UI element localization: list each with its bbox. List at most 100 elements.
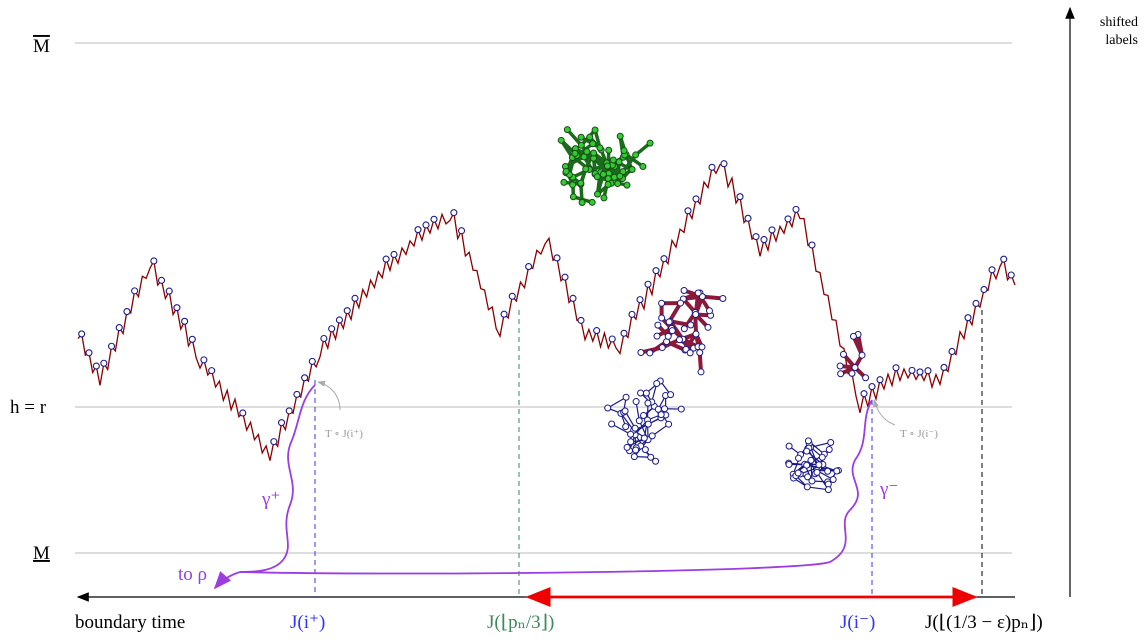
walk-vertex	[509, 293, 515, 299]
walk-vertex	[609, 336, 615, 342]
walk-vertex	[594, 328, 600, 334]
tree-vertex	[623, 424, 629, 430]
tree-vertex	[805, 438, 811, 444]
tree-vertex	[859, 352, 865, 358]
tree-vertex	[631, 454, 637, 460]
tree-vertex	[601, 195, 607, 201]
tree-vertex	[786, 461, 792, 467]
tree-vertex	[668, 392, 674, 398]
walk-vertex	[352, 295, 358, 301]
tree-vertex	[636, 418, 642, 424]
tree-vertex	[863, 375, 869, 381]
tree-vertex	[693, 311, 699, 317]
walk-vertex	[693, 196, 699, 202]
tree-vertex	[659, 300, 665, 306]
walk-vertex	[562, 274, 568, 280]
tree-vertex	[804, 448, 810, 454]
tree-vertex	[830, 477, 836, 483]
tree-vertex	[816, 462, 822, 468]
tree-vertex	[688, 322, 694, 328]
walk-vertex	[629, 311, 635, 317]
tree-vertex	[662, 406, 668, 412]
tree-vertex	[699, 344, 705, 350]
tree-vertex	[558, 137, 564, 143]
tree-vertex	[697, 350, 703, 356]
gamma-label: γ⁻	[879, 479, 898, 500]
walk-vertex	[109, 343, 115, 349]
walk-vertex	[423, 222, 429, 228]
shifted-label: labels	[1105, 33, 1138, 48]
tree-vertex	[653, 458, 659, 464]
walk-vertex	[431, 216, 437, 222]
tree-vertex	[622, 408, 628, 414]
walk-vertex	[189, 336, 195, 342]
tree-vertex	[678, 300, 684, 306]
tree-vertex	[850, 333, 856, 339]
walk-vertex	[166, 288, 172, 294]
gamma-curves	[215, 385, 872, 588]
boundary-time-label: boundary time	[75, 612, 185, 633]
walk-vertex	[637, 297, 643, 303]
tree-vertex	[584, 149, 590, 155]
walk-vertex	[93, 363, 99, 369]
tree-vertex	[852, 365, 858, 371]
walk-vertex	[578, 317, 584, 323]
tree-vertex	[583, 166, 589, 172]
tree-vertex	[578, 134, 584, 140]
tree-vertex	[654, 333, 660, 339]
tree-vertex	[633, 152, 639, 158]
tree-vertex	[605, 405, 611, 411]
tree-vertex	[804, 484, 810, 490]
walk-vertex	[721, 161, 727, 167]
walk-vertex	[501, 311, 507, 317]
tree-vertex	[633, 447, 639, 453]
walk-vertex	[753, 234, 759, 240]
j-label: J(i⁻)	[840, 612, 875, 633]
t-label: T ∘ J(i⁺)	[325, 428, 363, 440]
walk-vertex	[869, 384, 875, 390]
h-label: h = r	[10, 397, 47, 418]
walk-vertex	[240, 410, 246, 416]
tree-vertex	[610, 157, 616, 163]
tree-vertex	[589, 199, 595, 205]
tree-vertex	[786, 443, 792, 449]
walk-vertex	[861, 391, 867, 397]
tree-vertex	[606, 147, 612, 153]
walk-vertex	[965, 315, 971, 321]
tree-vertex	[594, 191, 600, 197]
walk-vertex	[309, 358, 315, 364]
tree-vertex	[819, 454, 825, 460]
walk-vertex	[79, 331, 85, 337]
tree-vertex	[591, 150, 597, 156]
diagram: M h = r M shifted labels boundary time J…	[0, 0, 1145, 641]
tree-vertex	[665, 333, 671, 339]
walk-vertex	[973, 300, 979, 306]
tree-vertex	[632, 425, 638, 431]
walk-vertex	[925, 368, 931, 374]
tree-vertex	[655, 322, 661, 328]
walk-path	[78, 164, 1015, 461]
tree-vertex	[570, 194, 576, 200]
walk-vertex	[621, 330, 627, 336]
tree-vertex	[805, 474, 811, 480]
walk	[78, 161, 1015, 461]
walk-vertex	[209, 368, 215, 374]
tree-vertex	[826, 446, 832, 452]
tree-vertex	[681, 326, 687, 332]
tree-vertex	[681, 288, 687, 294]
walk-vertex	[182, 318, 188, 324]
tree-vertex	[616, 159, 622, 165]
walk-vertex	[132, 288, 138, 294]
walk-vertex	[101, 360, 107, 366]
walk-vertex	[645, 281, 651, 287]
tree-vertex	[617, 133, 623, 139]
walk-vertex	[459, 228, 465, 234]
tree-vertex	[834, 468, 840, 474]
tree-vertex	[621, 148, 627, 154]
tree-vertex	[720, 296, 726, 302]
tree-vertex	[693, 331, 699, 337]
walk-vertex	[685, 208, 691, 214]
walk-vertex	[159, 277, 165, 283]
m-under-label: M	[33, 543, 50, 564]
trees	[558, 127, 868, 493]
